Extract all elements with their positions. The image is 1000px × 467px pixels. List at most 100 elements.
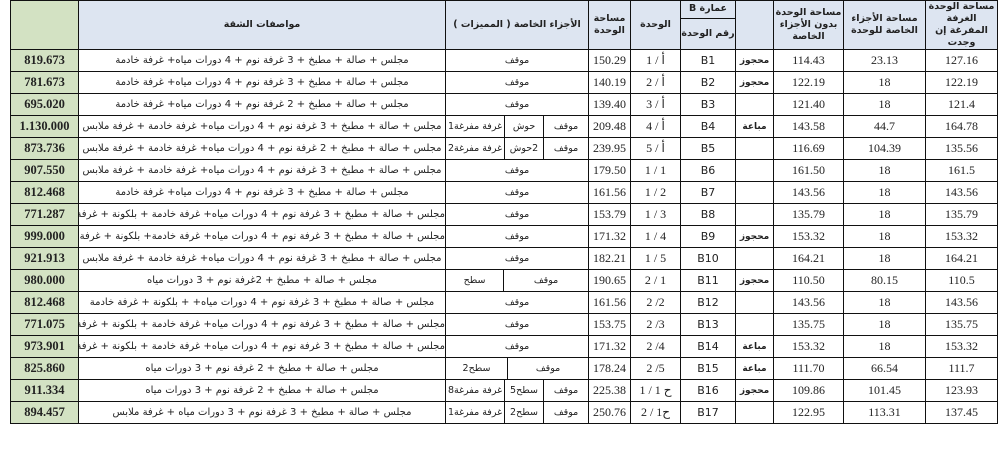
cell-private-parts: موقف [445,247,589,270]
cell-unit: 2 /4 [630,335,681,358]
table-row: 123.93 101.45 109.86 محجوز B16 1 / ح 1 225.38 م… [10,379,998,402]
cell-price: 973.901 [10,335,79,358]
cell-area-without-private: 122.19 [773,71,844,94]
cell-private-area: 18 [843,159,926,182]
cell-unit-no: B16 [680,379,736,402]
cell-specs: مجلس + صالة + مطبخ + 3 غرفة نوم + 4 دورا… [78,159,446,182]
cell-area-without-private: 153.32 [773,335,844,358]
cell-private-parts: موقف [445,93,589,116]
cell-unit: 3 / أ [630,93,681,116]
cell-specs: مجلس + صالة + مطبخ + 3 غرفة نوم + 4 دورا… [78,71,446,94]
cell-unit: 2 /2 [630,291,681,314]
cell-private-area: 18 [843,225,926,248]
cell-specs: مجلس + صالة + مطبخ + 3 غرفة نوم + 4 دورا… [78,335,446,358]
cell-private-parts: موقف [445,49,589,72]
table-row: 111.7 66.54 111.70 مباعة B15 2 /5 178.24 موقف سط… [10,357,998,380]
cell-status [735,203,774,226]
table-row: 127.16 23.13 114.43 محجوز B1 1 / أ 150.29 موقف م… [10,49,998,72]
cell-status: مباعة [735,357,774,380]
cell-private-area: 80.15 [843,269,926,292]
cell-area-without-private: 135.75 [773,313,844,336]
cell-specs: مجلس + صالة + مطبخ + 3 غرفة نوم + 4 دورا… [78,291,446,314]
cell-status: محجوز [735,269,774,292]
cell-price: 812.468 [10,291,79,314]
cell-status [735,181,774,204]
cell-unit: 1 / 5 [630,247,681,270]
header-total-area: مساحة الوحدة الغرفة المفرغة إن وجدت [925,0,998,50]
cell-unit-no: B5 [680,137,736,160]
cell-unit-area: 209.48 [588,115,631,138]
cell-unit: 2 /3 [630,313,681,336]
cell-private-parts: موقف [445,159,589,182]
cell-private-parts: موقف [445,225,589,248]
cell-total-area: 143.56 [925,181,998,204]
cell-unit-area: 153.75 [588,313,631,336]
cell-private-area: 18 [843,71,926,94]
cell-unit-no: B12 [680,291,736,314]
cell-price: 921.913 [10,247,79,270]
cell-unit: 1 / ح 1 [630,379,681,402]
cell-status: محجوز [735,225,774,248]
cell-unit-area: 161.56 [588,181,631,204]
table-row: 164.21 18 164.21 B10 1 / 5 182.21 موقف مجلس + ص… [10,247,998,270]
cell-unit: 1 / أ [630,49,681,72]
cell-unit-area: 139.40 [588,93,631,116]
private-part-item: غرفة مفرغة1 [447,407,503,418]
cell-unit-area: 140.19 [588,71,631,94]
cell-area-without-private: 161.50 [773,159,844,182]
cell-private-area: 66.54 [843,357,926,380]
cell-unit: 1 / 1 [630,159,681,182]
table-row: 121.4 18 121.40 B3 3 / أ 139.40 موقف مجلس + صال… [10,93,998,116]
cell-price: 907.550 [10,159,79,182]
header-area-without-private: مساحة الوحدة بدون الأجزاء الخاصة [773,0,844,50]
cell-unit-no: B2 [680,71,736,94]
cell-price: 781.673 [10,71,79,94]
cell-private-parts: موقف 2حوش غرفة مفرغة2 [445,137,589,160]
cell-price: 873.736 [10,137,79,160]
table-row: 135.56 104.39 116.69 B5 5 / أ 239.95 موقف 2حوش غ… [10,137,998,160]
cell-total-area: 143.56 [925,291,998,314]
cell-status [735,291,774,314]
cell-total-area: 135.79 [925,203,998,226]
cell-unit-no: B6 [680,159,736,182]
cell-unit-no: B3 [680,93,736,116]
table-row: 122.19 18 122.19 محجوز B2 2 / أ 140.19 موقف مجلس… [10,71,998,94]
cell-private-area: 18 [843,93,926,116]
cell-price: 1.130.000 [10,115,79,138]
cell-total-area: 121.4 [925,93,998,116]
cell-unit-area: 171.32 [588,225,631,248]
cell-private-area: 18 [843,203,926,226]
cell-specs: مجلس + صالة + مطبخ + 3 غرفة نوم + 4 دورا… [78,313,446,336]
private-part-item: موقف [543,138,588,159]
private-part-item: غرفة مفرغة2 [447,143,503,154]
cell-status: محجوز [735,71,774,94]
cell-unit: 1 / 3 [630,203,681,226]
cell-specs: مجلس + صالة + مطبخ + 3 غرفة نوم + 4 دورا… [78,225,446,248]
private-part-item: غرفة مفرغة8 [447,385,503,396]
cell-area-without-private: 143.56 [773,181,844,204]
cell-unit: 2 / ح1 [630,401,681,424]
private-part-item: سطح [463,275,486,286]
cell-status [735,159,774,182]
cell-price: 999.000 [10,225,79,248]
cell-area-without-private: 143.56 [773,291,844,314]
cell-total-area: 153.32 [925,335,998,358]
private-part-item: موقف [543,402,588,423]
cell-total-area: 123.93 [925,379,998,402]
header-unit-area: مساحة الوحدة [588,0,631,50]
cell-status: مباعة [735,115,774,138]
table-row: 153.32 18 153.32 محجوز B9 1 / 4 171.32 موقف مجلس… [10,225,998,248]
private-part-item: سطح2 [504,402,543,423]
private-part-item: غرفة مفرغة1 [447,121,503,132]
cell-total-area: 161.5 [925,159,998,182]
cell-private-area: 18 [843,291,926,314]
cell-status [735,137,774,160]
cell-specs: مجلس + صالة + مطبخ + 2غرفة نوم + 3 دورات… [78,269,446,292]
private-part-item: موقف [504,341,530,352]
cell-unit-no: B1 [680,49,736,72]
cell-area-without-private: 109.86 [773,379,844,402]
cell-price: 825.860 [10,357,79,380]
private-part-item: موقف [543,116,588,137]
private-part-item: موقف [504,165,530,176]
header-unit-no: رقم الوحدة [680,17,736,50]
